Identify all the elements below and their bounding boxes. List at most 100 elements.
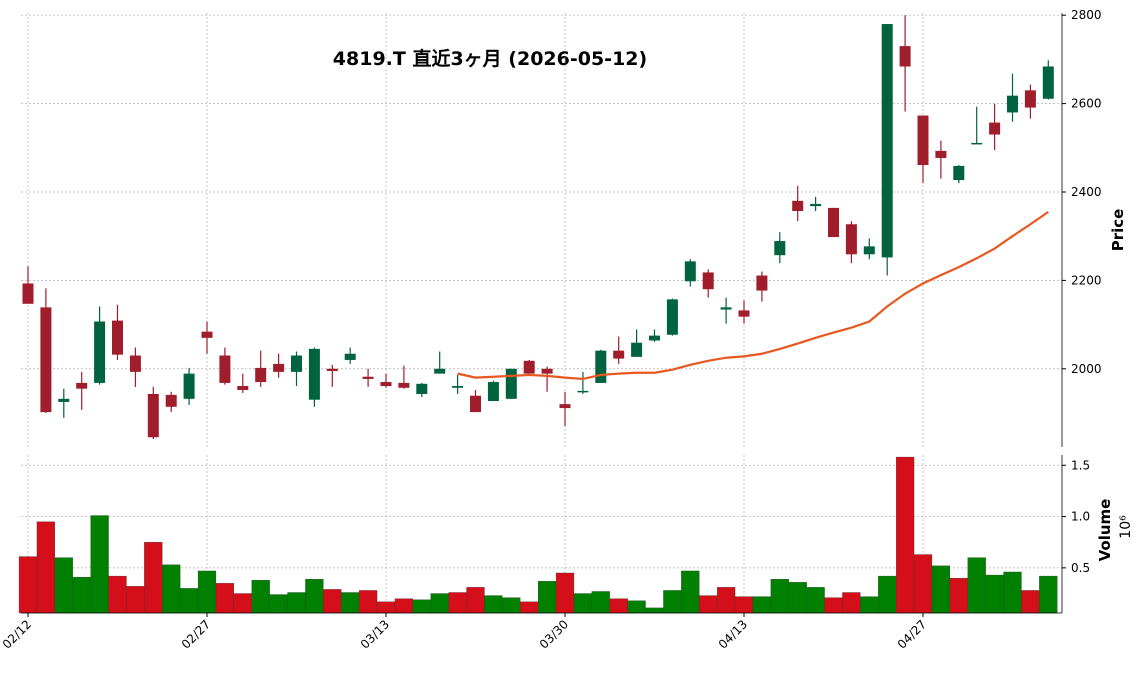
candle-body [649,335,660,341]
volume-bar [573,593,593,614]
candle-body [756,275,768,291]
candle-body [147,393,159,438]
volume-bar [734,596,754,614]
volume-bar [323,589,342,614]
candle-body [416,383,428,394]
volume-bar [54,557,73,614]
candle-body [720,307,732,310]
candle-body [989,122,1001,135]
candle-body [362,376,374,379]
volume-bar [967,557,986,614]
volume-bar [430,593,449,614]
candle-body [613,350,625,359]
volume-bar [341,592,360,614]
candle-body [273,363,285,372]
volume-bar [502,597,521,614]
candle-body [666,299,678,335]
candle-body [291,355,302,372]
x-tick-label: 03/13 [358,617,392,651]
volume-bar [412,599,431,614]
volume-bar [215,583,234,614]
y-tick-label: 1.0 [1071,510,1090,524]
moving-average-line [457,210,1049,381]
volume-bar [985,574,1004,614]
candle-body [76,382,88,389]
candle-body [899,46,911,67]
candle-body [326,368,338,371]
volume-bar [699,595,718,614]
volume-bar [448,592,467,614]
volume-bar [72,576,91,614]
candle-body [1024,90,1036,108]
candle-body [487,382,499,402]
candle-body [738,310,750,317]
volume-bar [645,607,664,614]
volume-bar [394,598,414,614]
x-tick-label: 04/13 [716,617,750,651]
volume-bar [555,572,575,614]
candle-body [577,390,589,393]
candle-body [22,283,34,304]
candle-body [434,368,446,374]
x-tick-label: 02/12 [0,617,34,651]
volume-bar [269,594,288,614]
candle-body [380,382,392,387]
x-tick-label: 04/27 [895,617,929,651]
volume-bar [466,587,485,614]
volume-bar [896,456,915,614]
volume-bar [197,570,217,614]
candle-body [308,348,320,400]
volume-bar [681,570,700,614]
y-tick-label: 2800 [1071,8,1102,22]
volume-bar [878,575,897,614]
candle-body [792,200,804,211]
volume-bar [520,601,539,614]
volume-bar [663,590,682,614]
y-tick-label: 1.5 [1071,458,1090,472]
candle-body [470,395,481,413]
x-tick-label: 03/30 [537,617,571,651]
volume-bar [609,598,628,614]
candle-body [58,398,70,402]
candle-body [774,241,786,256]
volume-bar [1039,575,1058,614]
volume-bar [126,586,145,614]
candle-body [845,224,857,255]
y-tick-label: 0.5 [1071,561,1090,575]
candle-body [810,203,822,207]
volume-bar [1003,571,1022,614]
volume-bar [305,578,324,614]
volume-scale-label: 10⁶ [1118,515,1134,539]
candle-body [344,353,356,360]
volume-bar [1021,590,1040,614]
y-tick-label: 2000 [1071,362,1102,376]
y-axis-label: Price [1109,209,1127,252]
candle-body [881,24,893,258]
candle-body [505,368,517,399]
volume-bar [233,593,252,614]
volume-bar [18,556,38,614]
volume-bar [36,521,56,614]
candle-body [1007,95,1018,113]
candle-body [523,360,535,374]
candle-body [702,272,714,290]
volume-bar [144,542,163,614]
volume-bar [949,577,968,614]
candle-body [953,165,965,181]
candle-body [183,373,195,399]
volume-bar [788,582,807,614]
candle-body [129,355,141,372]
volume-bar [842,592,861,614]
candle-body [398,382,410,388]
candle-body [935,150,947,158]
candle-body [219,355,231,383]
volume-bar [752,596,772,614]
candle-body [94,321,106,383]
chart-title: 4819.T 直近3ヶ月 (2026-05-12) [333,47,647,70]
candle-body [40,307,52,413]
volume-bar [287,592,306,614]
candle-body [595,350,607,383]
candle-body [165,394,177,407]
candle-body [452,386,464,388]
